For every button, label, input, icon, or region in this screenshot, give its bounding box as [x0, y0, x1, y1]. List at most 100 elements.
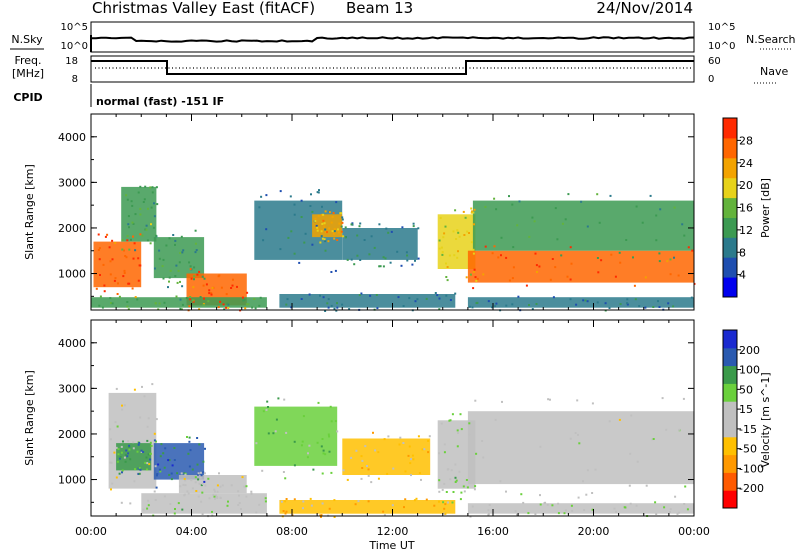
echo-speckle — [168, 276, 171, 279]
echo-speckle — [669, 273, 672, 276]
echo-speckle — [438, 247, 441, 250]
echo-speckle — [411, 454, 414, 457]
beam-label: Beam 13 — [346, 0, 413, 17]
echo-speckle — [481, 440, 484, 442]
data-region-5 — [91, 297, 267, 308]
echo-speckle — [253, 298, 256, 300]
echo-speckle — [416, 298, 419, 301]
echo-speckle — [287, 236, 290, 239]
echo-speckle — [316, 441, 319, 444]
echo-speckle — [310, 193, 312, 196]
data-region-9 — [279, 294, 456, 308]
echo-speckle — [405, 251, 408, 254]
echo-speckle — [141, 234, 144, 237]
echo-speckle — [645, 484, 648, 487]
echo-speckle — [533, 220, 536, 223]
velocity-ylabel: Slant Range [km] — [23, 370, 36, 466]
y-tick-label: 1000 — [58, 268, 86, 281]
echo-speckle — [180, 308, 183, 311]
echo-speckle — [188, 261, 191, 264]
echo-speckle — [520, 493, 523, 496]
echo-speckle — [199, 476, 202, 479]
echo-speckle — [189, 268, 192, 271]
echo-speckle — [213, 495, 216, 498]
echo-speckle — [149, 186, 152, 189]
echo-speckle — [120, 501, 123, 504]
echo-speckle — [543, 502, 546, 505]
echo-speckle — [493, 245, 496, 248]
echo-speckle — [322, 219, 325, 222]
echo-speckle — [359, 222, 362, 225]
echo-speckle — [139, 213, 142, 216]
echo-speckle — [336, 302, 338, 305]
echo-speckle — [302, 507, 304, 510]
echo-speckle — [577, 433, 579, 436]
echo-speckle — [293, 498, 296, 501]
colorbar-cell — [723, 217, 737, 238]
echo-speckle — [328, 450, 331, 453]
echo-speckle — [193, 275, 196, 278]
echo-speckle — [487, 514, 490, 516]
echo-speckle — [658, 306, 661, 308]
power-panel: 1000 2000 3000 4000 Slant Range [km] — [23, 113, 696, 312]
echo-speckle — [148, 463, 151, 466]
echo-speckle — [280, 500, 283, 503]
echo-speckle — [361, 459, 364, 462]
echo-speckle — [463, 490, 466, 493]
echo-speckle — [162, 452, 165, 455]
echo-speckle — [101, 306, 104, 309]
echo-speckle — [198, 482, 201, 485]
echo-speckle — [484, 205, 487, 208]
echo-speckle — [184, 484, 187, 487]
colorbar-cell — [723, 436, 737, 456]
colorbar-tick-label: 4 — [739, 269, 746, 282]
echo-speckle — [201, 513, 204, 515]
echo-speckle — [522, 501, 525, 504]
echo-speckle — [123, 456, 126, 459]
echo-speckle — [241, 476, 244, 479]
echo-speckle — [158, 257, 161, 260]
echo-speckle — [177, 502, 180, 505]
echo-speckle — [383, 438, 386, 441]
echo-speckle — [218, 274, 221, 277]
echo-speckle — [182, 483, 185, 486]
echo-speckle — [226, 302, 229, 305]
echo-speckle — [128, 248, 131, 251]
noise-right-tick-top: 10^5 — [708, 22, 735, 33]
echo-speckle — [145, 224, 148, 227]
echo-speckle — [178, 261, 181, 264]
echo-speckle — [633, 284, 636, 287]
echo-speckle — [549, 278, 552, 281]
echo-speckle — [404, 498, 407, 501]
echo-speckle — [132, 235, 134, 238]
echo-speckle — [457, 250, 459, 253]
echo-speckle — [123, 269, 126, 272]
echo-speckle — [168, 280, 170, 283]
echo-speckle — [613, 507, 616, 510]
echo-speckle — [630, 414, 633, 417]
echo-speckle — [570, 262, 573, 265]
data-region-7 — [342, 438, 431, 475]
echo-speckle — [300, 444, 303, 447]
echo-speckle — [150, 223, 152, 226]
colorbar-tick-label: 200 — [739, 344, 760, 357]
echo-speckle — [468, 232, 470, 234]
echo-speckle — [110, 438, 112, 441]
cpid-label: CPID — [13, 91, 42, 104]
echo-speckle — [293, 203, 296, 206]
echo-speckle — [408, 445, 411, 448]
echo-speckle — [126, 198, 129, 201]
echo-speckle — [326, 231, 328, 234]
echo-speckle — [652, 306, 655, 308]
echo-speckle — [528, 235, 531, 238]
echo-speckle — [586, 225, 589, 228]
echo-speckle — [245, 303, 248, 306]
echo-speckle — [421, 448, 424, 451]
echo-speckle — [247, 303, 250, 306]
echo-speckle — [130, 238, 132, 241]
echo-speckle — [582, 299, 585, 302]
echo-speckle — [207, 477, 210, 480]
echo-speckle — [372, 431, 374, 434]
echo-speckle — [123, 249, 125, 252]
echo-speckle — [265, 194, 268, 197]
